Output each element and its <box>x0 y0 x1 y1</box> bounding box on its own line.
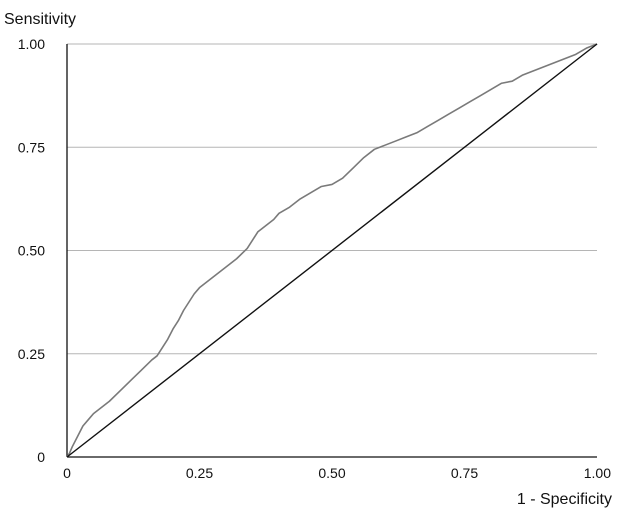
series <box>66 43 598 458</box>
roc-curve <box>66 43 598 458</box>
x-tick-label-2: 0.50 <box>318 465 345 481</box>
x-axis-title: 1 - Specificity <box>517 491 612 508</box>
x-tick-label-3: 0.75 <box>451 465 478 481</box>
y-tick-label-1: 0.25 <box>18 346 45 362</box>
tick-labels: 0 0.25 0.50 0.75 1.00 0 0.25 0.50 0.75 1.00 <box>18 36 611 481</box>
y-tick-label-3: 0.75 <box>18 139 45 155</box>
x-tick-label-1: 0.25 <box>186 465 213 481</box>
reference-diagonal <box>66 43 598 458</box>
gridlines <box>67 43 597 355</box>
x-tick-label-0: 0 <box>63 465 71 481</box>
axes <box>66 44 597 458</box>
y-axis-title: Sensitivity <box>4 11 76 28</box>
y-tick-label-0: 0 <box>37 449 45 465</box>
x-tick-label-4: 1.00 <box>584 465 611 481</box>
y-tick-label-4: 1.00 <box>18 36 45 52</box>
y-tick-label-2: 0.50 <box>18 243 45 259</box>
